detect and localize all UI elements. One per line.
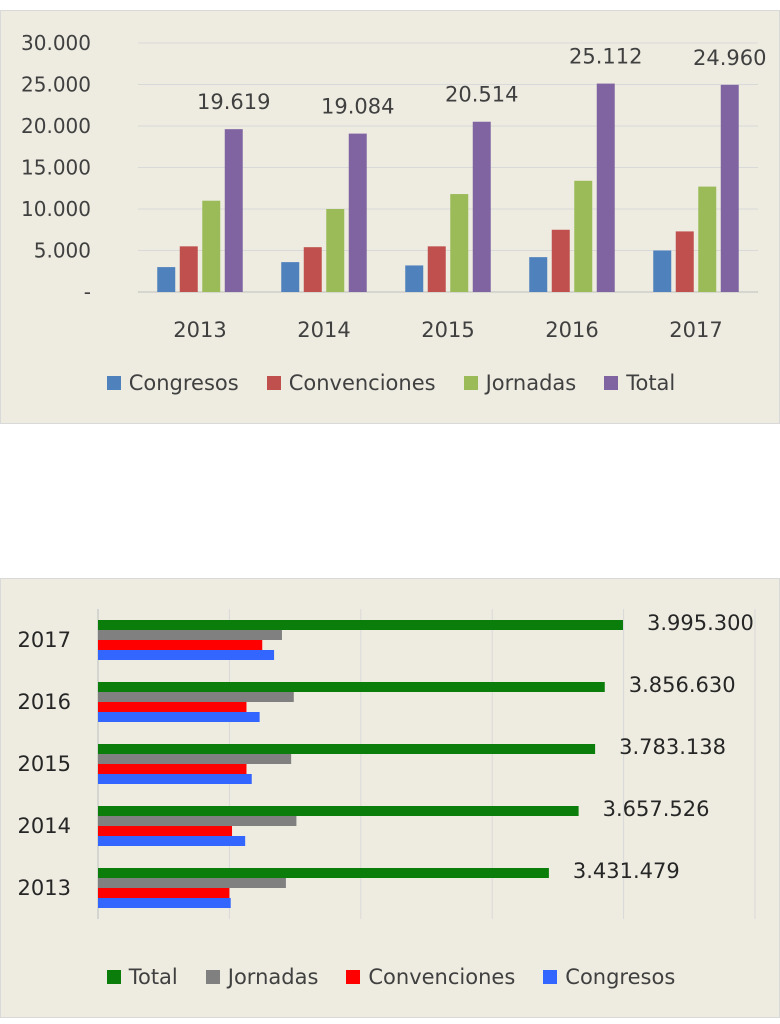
bar-total-2013: [224, 129, 243, 292]
bar-total-2016: [98, 682, 605, 692]
x-tick-label: 2014: [297, 318, 350, 342]
bar-congresos-2015: [98, 774, 252, 784]
data-label-total: 19.084: [321, 95, 394, 119]
data-label-total: 19.619: [197, 90, 270, 114]
bar-total-2015: [98, 744, 596, 754]
legend-label-congresos: Congresos: [128, 371, 239, 395]
bar-jornadas-2016: [98, 692, 294, 702]
legend-label-convenciones: Convenciones: [368, 965, 516, 989]
horizontal-bar-chart: 3.431.479 2013 3.657.526 2014 3.783.138 2015 3…: [18, 609, 756, 919]
vertical-bar-chart-panel: - 5.000 10.000 15.000 20.000 25.000 30.000 19.6…: [0, 10, 780, 424]
bar-congresos-2017: [98, 650, 275, 660]
y-tick-label: 25.000: [21, 73, 91, 97]
x-tick-label: 2013: [173, 318, 226, 342]
horizontal-chart-legend: Total Jornadas Convenciones Congresos: [1, 965, 780, 989]
legend-label-convenciones: Convenciones: [288, 371, 436, 395]
bar-jornadas-2013: [98, 878, 286, 888]
bar-congresos-2017: [653, 250, 672, 292]
legend-swatch-congresos: [106, 376, 121, 390]
bar-congresos-2013: [98, 898, 231, 908]
data-label-total: 3.856.630: [629, 673, 736, 697]
legend-item-total: Total: [106, 965, 178, 989]
bar-total-2013: [98, 868, 549, 878]
x-tick-label: 2015: [421, 318, 474, 342]
data-label-total: 25.112: [569, 45, 642, 69]
y-tick-label: 2015: [18, 752, 71, 776]
bar-total-2014: [98, 806, 579, 816]
bar-jornadas-2015: [98, 754, 292, 764]
legend-swatch-jornadas: [205, 970, 220, 984]
bar-convenciones-2016: [98, 702, 247, 712]
y-tick-label: -: [84, 280, 91, 304]
bar-total-2014: [348, 133, 367, 292]
legend-label-total: Total: [626, 371, 676, 395]
legend-item-total: Total: [604, 371, 675, 395]
bar-convenciones-2014: [303, 247, 322, 292]
legend-swatch-jornadas: [463, 376, 478, 390]
bar-convenciones-2013: [179, 246, 198, 292]
bar-total-2016: [596, 83, 615, 292]
y-tick-label: 2017: [18, 628, 71, 652]
data-label-total: 3.995.300: [647, 611, 754, 635]
bar-congresos-2016: [98, 712, 260, 722]
bar-congresos-2016: [529, 257, 548, 292]
legend-label-congresos: Congresos: [565, 965, 676, 989]
y-tick-label: 2013: [18, 876, 71, 900]
horizontal-bar-chart-panel: 3.431.479 2013 3.657.526 2014 3.783.138 2015 3…: [0, 578, 780, 1018]
bar-convenciones-2016: [551, 229, 570, 292]
legend-item-convenciones: Convenciones: [266, 371, 436, 395]
vertical-bar-chart: - 5.000 10.000 15.000 20.000 25.000 30.000 19.6…: [21, 31, 766, 342]
bar-total-2015: [472, 121, 491, 293]
bar-convenciones-2017: [98, 640, 263, 650]
y-tick-label: 2016: [18, 690, 71, 714]
data-label-total: 3.431.479: [573, 859, 680, 883]
bar-congresos-2014: [281, 262, 300, 292]
x-tick-label: 2016: [545, 318, 598, 342]
data-label-total: 3.783.138: [619, 735, 726, 759]
bar-jornadas-2014: [98, 816, 297, 826]
bar-congresos-2014: [98, 836, 246, 846]
legend-item-congresos: Congresos: [543, 965, 675, 989]
bar-jornadas-2015: [450, 194, 469, 292]
bar-jornadas-2017: [698, 186, 717, 292]
legend-label-jornadas: Jornadas: [485, 371, 577, 395]
legend-item-jornadas: Jornadas: [463, 371, 577, 395]
legend-item-congresos: Congresos: [106, 371, 239, 395]
bar-jornadas-2013: [202, 200, 221, 292]
legend-item-jornadas: Jornadas: [205, 965, 319, 989]
bar-convenciones-2013: [98, 888, 230, 898]
bar-congresos-2013: [157, 267, 176, 292]
y-tick-label: 30.000: [21, 31, 91, 55]
y-tick-label: 2014: [18, 814, 71, 838]
bar-convenciones-2015: [427, 246, 446, 292]
bar-total-2017: [98, 620, 623, 630]
y-tick-label: 5.000: [34, 239, 91, 263]
bar-convenciones-2017: [675, 231, 694, 292]
legend-item-convenciones: Convenciones: [346, 965, 515, 989]
legend-swatch-total: [106, 970, 121, 984]
y-tick-label: 15.000: [21, 156, 91, 180]
legend-swatch-total: [604, 376, 619, 390]
legend-swatch-convenciones: [266, 376, 281, 390]
bar-convenciones-2015: [98, 764, 247, 774]
legend-swatch-congresos: [543, 970, 558, 984]
bar-jornadas-2014: [326, 209, 345, 292]
y-tick-label: 10.000: [21, 197, 91, 221]
bar-congresos-2015: [405, 265, 424, 292]
bar-jornadas-2016: [574, 180, 593, 292]
data-label-total: 24.960: [693, 46, 766, 70]
data-label-total: 20.514: [445, 83, 518, 107]
legend-label-jornadas: Jornadas: [227, 965, 319, 989]
x-tick-label: 2017: [669, 318, 722, 342]
data-label-total: 3.657.526: [603, 797, 710, 821]
y-tick-label: 20.000: [21, 114, 91, 138]
legend-label-total: Total: [128, 965, 178, 989]
vertical-chart-legend: Congresos Convenciones Jornadas Total: [1, 371, 780, 395]
bar-total-2017: [720, 84, 739, 292]
legend-swatch-convenciones: [346, 970, 361, 984]
bar-convenciones-2014: [98, 826, 233, 836]
bar-jornadas-2017: [98, 630, 282, 640]
